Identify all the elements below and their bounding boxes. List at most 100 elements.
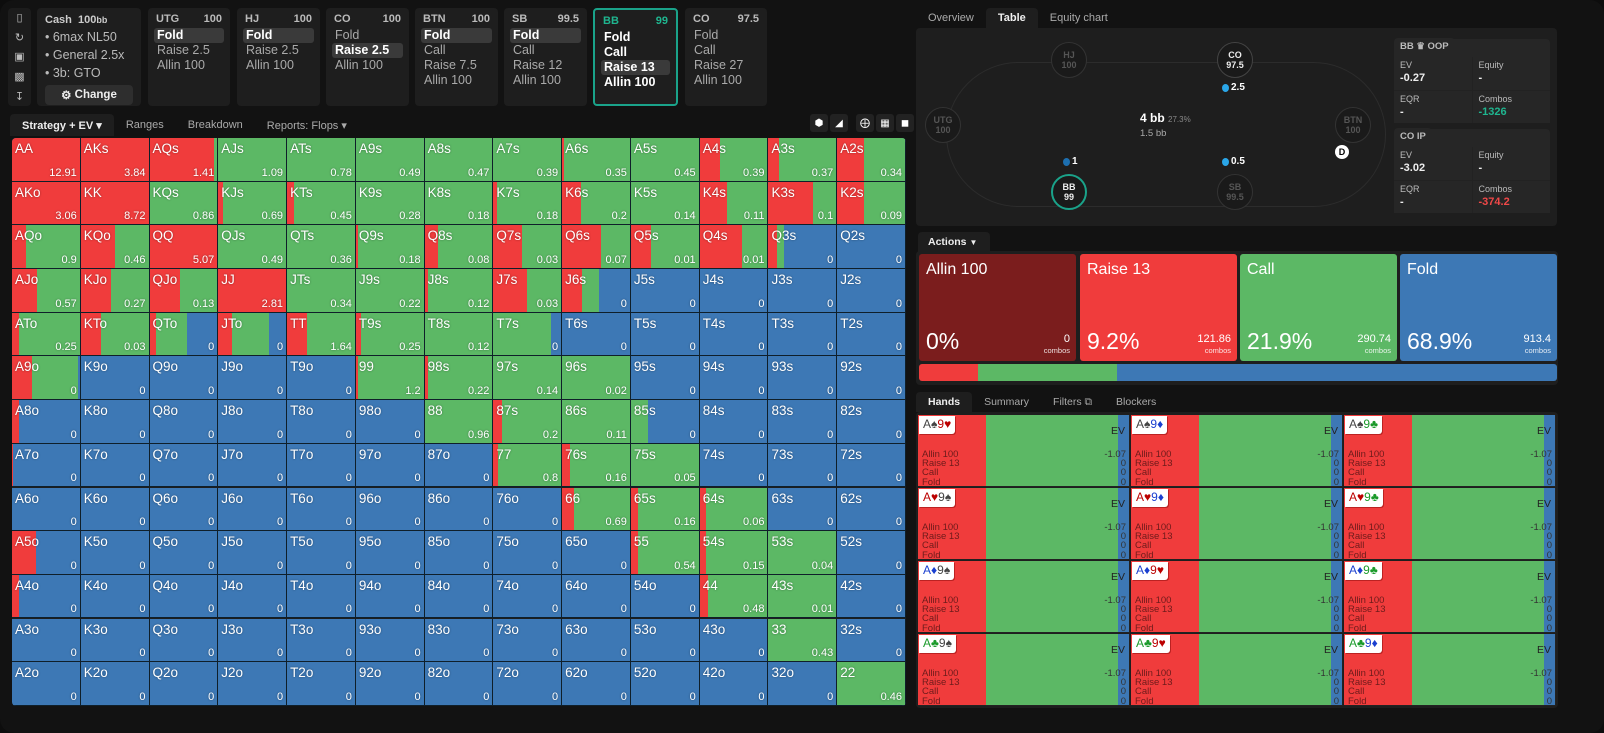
hand-cell[interactable]: 95s 0: [630, 356, 700, 400]
hand-cell[interactable]: 93o 0: [355, 618, 425, 663]
action-option[interactable]: Raise 2.5: [246, 43, 299, 57]
hand-cell[interactable]: T9s 0.25: [355, 312, 425, 357]
fit-height-icon[interactable]: ↧: [14, 90, 25, 103]
hand-cell[interactable]: T7o 0: [287, 443, 356, 488]
tab-overview[interactable]: Overview: [928, 12, 974, 24]
hand-cell[interactable]: A9o 0: [12, 356, 81, 400]
hand-combo[interactable]: A♠9♦ EV Allin 100 Raise 13 Call Fold -1.07 0 0 0: [1131, 415, 1343, 487]
hand-cell[interactable]: T6o 0: [287, 487, 356, 532]
hand-cell[interactable]: K4s 0.11: [699, 181, 769, 226]
hand-combo[interactable]: A♥9♦ EV Allin 100 Raise 13 Call Fold -1.07 0 0 0: [1131, 488, 1343, 560]
hand-cell[interactable]: QTo 0: [149, 312, 219, 357]
crosshair-grid-icon[interactable]: ⨁: [856, 114, 874, 132]
hand-cell[interactable]: 84s 0: [699, 400, 769, 444]
hand-cell[interactable]: JJ 2.81: [218, 269, 288, 313]
hand-cell[interactable]: 43s 0.01: [768, 574, 838, 619]
hand-cell[interactable]: 98o 0: [355, 400, 425, 444]
hand-cell[interactable]: J6o 0: [218, 487, 288, 532]
hand-cell[interactable]: J2s 0: [837, 269, 906, 313]
tab-strategy-ev[interactable]: Strategy + EV ▾: [10, 114, 114, 136]
hand-cell[interactable]: 97s 0.14: [493, 356, 563, 400]
hand-cell[interactable]: Q8o 0: [149, 400, 219, 444]
hand-cell[interactable]: Q9s 0.18: [355, 225, 425, 269]
hand-cell[interactable]: 55 0.54: [630, 531, 700, 575]
hand-cell[interactable]: K2o 0: [80, 662, 150, 706]
action-option[interactable]: Raise 2.5: [332, 43, 403, 58]
hand-combo[interactable]: A♠9♥ EV Allin 100 Raise 13 Call Fold -1.07 0 0 0: [918, 415, 1130, 487]
hand-cell[interactable]: J8o 0: [218, 400, 288, 444]
action-card-raise-13[interactable]: Raise 13 9.2% 121.86 combos: [1080, 254, 1237, 361]
action-option[interactable]: Raise 12: [513, 58, 563, 72]
hand-cell[interactable]: 96s 0.02: [562, 356, 631, 400]
hand-combo[interactable]: A♠9♣ EV Allin 100 Raise 13 Call Fold -1.07 0 0 0: [1344, 415, 1556, 487]
hand-cell[interactable]: 87s 0.2: [493, 400, 563, 444]
hand-cell[interactable]: KJo 0.27: [80, 269, 150, 313]
hand-cell[interactable]: A4o 0: [12, 574, 81, 619]
hand-cell[interactable]: 72o 0: [493, 662, 563, 706]
seat-co[interactable]: CO 97.5: [1217, 42, 1253, 78]
hand-cell[interactable]: T2s 0: [837, 312, 906, 357]
hand-cell[interactable]: 66 0.69: [562, 487, 631, 532]
action-card-fold[interactable]: Fold 68.9% 913.4 combos: [1400, 254, 1557, 361]
reset-icon[interactable]: ↻: [14, 31, 25, 44]
hand-cell[interactable]: T4s 0: [699, 312, 769, 357]
tab-equity-chart[interactable]: Equity chart: [1049, 12, 1108, 24]
hand-combo[interactable]: A♣9♦ EV Allin 100 Raise 13 Call Fold -1.07 0 0 0: [1344, 634, 1556, 706]
hand-cell[interactable]: 92o 0: [355, 662, 425, 706]
hand-cell[interactable]: AJo 0.57: [12, 269, 81, 313]
action-option[interactable]: Raise 27: [694, 58, 744, 72]
action-option[interactable]: Call: [513, 43, 535, 57]
hand-cell[interactable]: ATs 0.78: [287, 138, 356, 182]
hand-cell[interactable]: 95o 0: [355, 531, 425, 575]
hand-cell[interactable]: 42o 0: [699, 662, 769, 706]
action-option[interactable]: Call: [604, 45, 627, 59]
hand-cell[interactable]: T4o 0: [287, 574, 356, 619]
hand-cell[interactable]: 97o 0: [355, 443, 425, 488]
action-option[interactable]: Call: [424, 43, 446, 57]
hand-cell[interactable]: Q7o 0: [149, 443, 219, 488]
hand-cell[interactable]: 98s 0.22: [424, 356, 494, 400]
action-option[interactable]: Fold: [604, 30, 631, 44]
tab-reports-flops[interactable]: Reports: Flops ▾: [266, 120, 347, 132]
hand-cell[interactable]: Q7s 0.03: [493, 225, 563, 269]
grid-icon[interactable]: ▦: [876, 114, 894, 132]
hand-cell[interactable]: 75o 0: [493, 531, 563, 575]
hand-cell[interactable]: A3o 0: [12, 618, 81, 663]
hand-cell[interactable]: Q3s 0: [768, 225, 838, 269]
action-option[interactable]: Call: [694, 43, 716, 57]
hand-cell[interactable]: K7o 0: [80, 443, 150, 488]
hand-cell[interactable]: 53o 0: [630, 618, 700, 663]
hand-cell[interactable]: 92s 0: [837, 356, 906, 400]
hand-cell[interactable]: 93s 0: [768, 356, 838, 400]
hand-cell[interactable]: AKo 3.06: [12, 181, 81, 226]
hand-cell[interactable]: 32s 0: [837, 618, 906, 663]
hand-cell[interactable]: 54s 0.15: [699, 531, 769, 575]
hand-cell[interactable]: 94s 0: [699, 356, 769, 400]
hand-cell[interactable]: 76s 0.16: [562, 443, 631, 488]
tab-ranges[interactable]: Ranges: [125, 119, 164, 131]
hand-cell[interactable]: AJs 1.09: [218, 138, 288, 182]
hand-cell[interactable]: 72s 0: [837, 443, 906, 488]
hand-cell[interactable]: QJo 0.13: [149, 269, 219, 313]
contrast-icon[interactable]: ◢: [830, 114, 848, 132]
hand-cell[interactable]: Q8s 0.08: [424, 225, 494, 269]
cube-icon[interactable]: ⬢: [810, 114, 828, 132]
tab-summary[interactable]: Summary: [984, 396, 1030, 408]
hand-cell[interactable]: J5s 0: [630, 269, 700, 313]
hand-cell[interactable]: A2s 0.34: [837, 138, 906, 182]
save-icon[interactable]: ▣: [14, 51, 25, 64]
action-option[interactable]: Allin 100: [335, 58, 383, 72]
hand-cell[interactable]: 53s 0.04: [768, 531, 838, 575]
hand-cell[interactable]: 44 0.48: [699, 574, 769, 619]
hand-cell[interactable]: K4o 0: [80, 574, 150, 619]
hand-cell[interactable]: KQs 0.86: [149, 181, 219, 226]
action-option[interactable]: Fold: [335, 28, 360, 42]
hand-cell[interactable]: Q5s 0.01: [630, 225, 700, 269]
hand-combo[interactable]: A♣9♠ EV Allin 100 Raise 13 Call Fold -1.07 0 0 0: [918, 634, 1130, 706]
hand-cell[interactable]: A4s 0.39: [699, 138, 769, 182]
hand-cell[interactable]: J7s 0.03: [493, 269, 563, 313]
action-option[interactable]: Raise 2.5: [157, 43, 210, 57]
hand-cell[interactable]: T6s 0: [562, 312, 631, 357]
hand-cell[interactable]: 73o 0: [493, 618, 563, 663]
hand-cell[interactable]: AQs 1.41: [149, 138, 219, 182]
